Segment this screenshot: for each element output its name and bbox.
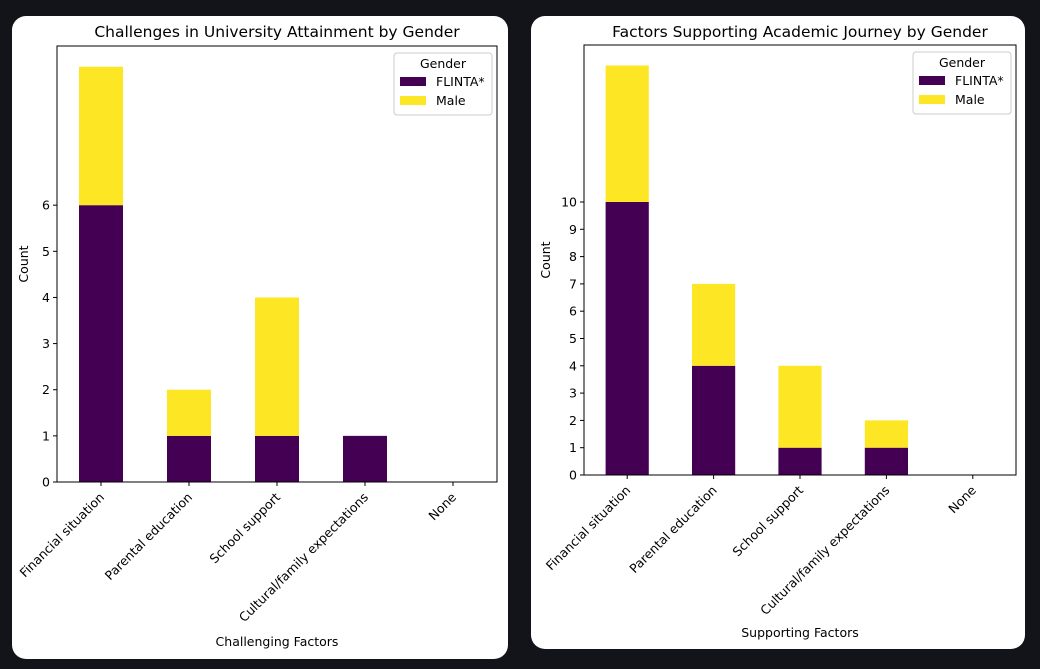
legend-swatch-male <box>400 96 426 105</box>
y-tick-label: 6 <box>42 198 50 213</box>
bar-male-0 <box>79 66 123 206</box>
supporting-chart: Factors Supporting Academic Journey by G… <box>538 23 1017 640</box>
x-tick-label: None <box>945 482 979 516</box>
bar-flinta-3 <box>343 435 387 482</box>
x-axis-label: Supporting Factors <box>741 625 859 640</box>
legend-label: Male <box>436 93 466 108</box>
legend-title: Gender <box>939 55 986 70</box>
y-tick-label: 10 <box>561 194 577 209</box>
bar-flinta-2 <box>255 435 299 482</box>
legend-title: Gender <box>420 56 467 71</box>
y-tick-label: 5 <box>42 244 50 259</box>
y-tick-label: 2 <box>569 413 577 428</box>
bar-flinta-0 <box>605 201 649 475</box>
bar-male-1 <box>167 389 211 436</box>
x-tick-label: None <box>425 489 459 523</box>
x-tick-label: School support <box>206 489 283 566</box>
y-tick-label: 2 <box>42 382 50 397</box>
chart-title: Factors Supporting Academic Journey by G… <box>612 23 988 41</box>
bar-male-1 <box>692 283 736 366</box>
chart-card-supporting: Factors Supporting Academic Journey by G… <box>531 16 1025 649</box>
bar-flinta-1 <box>167 435 211 482</box>
legend-swatch-male <box>919 95 945 104</box>
y-axis-label: Count <box>16 245 31 282</box>
y-tick-label: 0 <box>569 468 577 483</box>
y-tick-label: 3 <box>42 336 50 351</box>
bar-flinta-0 <box>79 205 123 482</box>
bar-male-2 <box>778 365 822 448</box>
chart-title: Challenges in University Attainment by G… <box>94 23 460 41</box>
y-tick-label: 5 <box>569 331 577 346</box>
y-tick-label: 0 <box>42 475 50 490</box>
y-tick-label: 1 <box>42 428 50 443</box>
y-tick-label: 6 <box>569 304 577 319</box>
x-tick-label: Parental education <box>102 490 195 583</box>
chart-card-challenges: Challenges in University Attainment by G… <box>12 16 508 659</box>
bar-flinta-1 <box>692 365 736 475</box>
legend-label: Male <box>955 92 985 107</box>
challenges-chart: Challenges in University Attainment by G… <box>16 23 498 649</box>
y-tick-label: 4 <box>569 358 577 373</box>
legend-label: FLINTA* <box>436 74 485 89</box>
bar-male-0 <box>605 65 649 202</box>
bar-flinta-3 <box>864 447 908 475</box>
x-axis-label: Challenging Factors <box>216 634 339 649</box>
x-tick-label: School support <box>729 482 806 559</box>
y-tick-label: 7 <box>569 276 577 291</box>
y-tick-label: 8 <box>569 249 577 264</box>
x-tick-label: Financial situation <box>543 483 634 574</box>
x-tick-label: Parental education <box>626 483 719 576</box>
legend-swatch-flinta <box>400 77 426 86</box>
y-axis-label: Count <box>538 241 553 278</box>
bar-male-2 <box>255 297 299 436</box>
y-tick-label: 4 <box>42 290 50 305</box>
y-tick-label: 3 <box>569 386 577 401</box>
legend-swatch-flinta <box>919 76 945 85</box>
bar-flinta-2 <box>778 447 822 475</box>
legend-label: FLINTA* <box>955 73 1004 88</box>
x-tick-label: Financial situation <box>17 490 108 581</box>
bar-male-3 <box>864 420 908 448</box>
y-tick-label: 1 <box>569 440 577 455</box>
y-tick-label: 9 <box>569 222 577 237</box>
